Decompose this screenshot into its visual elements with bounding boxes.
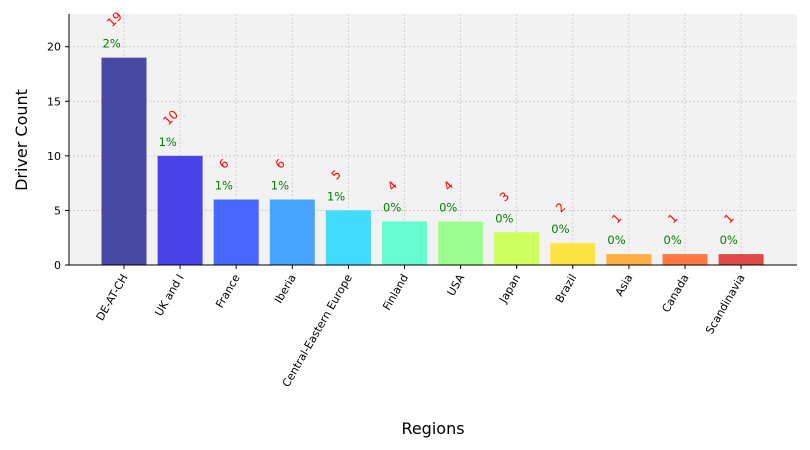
y-tick-label: 15: [47, 95, 61, 108]
percent-label: 0%: [664, 233, 682, 247]
bar: [157, 155, 203, 265]
x-tick-label: DE-AT-CH: [94, 272, 131, 323]
bar: [550, 243, 596, 265]
percent-label: 2%: [103, 37, 121, 51]
percent-label: 1%: [215, 179, 233, 193]
y-axis-title: Driver Count: [12, 89, 31, 191]
bar: [269, 199, 315, 265]
y-tick-label: 20: [47, 41, 61, 54]
x-ticks: DE-AT-CH UK and I France IberiaCentral-East…: [94, 265, 748, 389]
percent-label: 1%: [327, 189, 345, 203]
percent-label: 0%: [439, 200, 457, 214]
x-tick-label: Scandinavia: [703, 272, 748, 336]
percent-label: 0%: [495, 211, 513, 225]
x-tick-label: Asia: [613, 272, 636, 298]
bar: [662, 254, 708, 265]
y-ticks: 0 5 10 15 20: [47, 41, 69, 272]
bar: [213, 199, 259, 265]
percent-label: 0%: [720, 233, 738, 247]
bar: [325, 210, 371, 265]
bar: [382, 221, 427, 265]
x-tick-label: Iberia: [272, 272, 299, 306]
percent-label: 0%: [607, 233, 625, 247]
y-tick-label: 0: [54, 259, 61, 272]
percent-label: 0%: [383, 200, 401, 214]
bars: [101, 57, 764, 265]
percent-label: 1%: [159, 135, 177, 149]
x-tick-label: UK and I: [152, 272, 186, 319]
x-tick-label: Canada: [659, 272, 691, 315]
x-tick-label: France: [213, 272, 243, 310]
bar: [606, 254, 652, 265]
percent-label: 0%: [551, 222, 569, 236]
bar: [438, 221, 484, 265]
x-tick-label: USA: [445, 272, 468, 299]
y-tick-label: 10: [47, 150, 61, 163]
bar: [718, 254, 764, 265]
x-tick-label: Finland: [380, 272, 411, 313]
x-tick-label: Japan: [496, 272, 523, 306]
y-tick-label: 5: [54, 204, 61, 217]
x-axis-title: Regions: [401, 419, 464, 438]
x-tick-label: Brazil: [553, 272, 580, 305]
bar: [101, 57, 147, 265]
bar: [494, 232, 540, 265]
percent-label: 1%: [271, 179, 289, 193]
